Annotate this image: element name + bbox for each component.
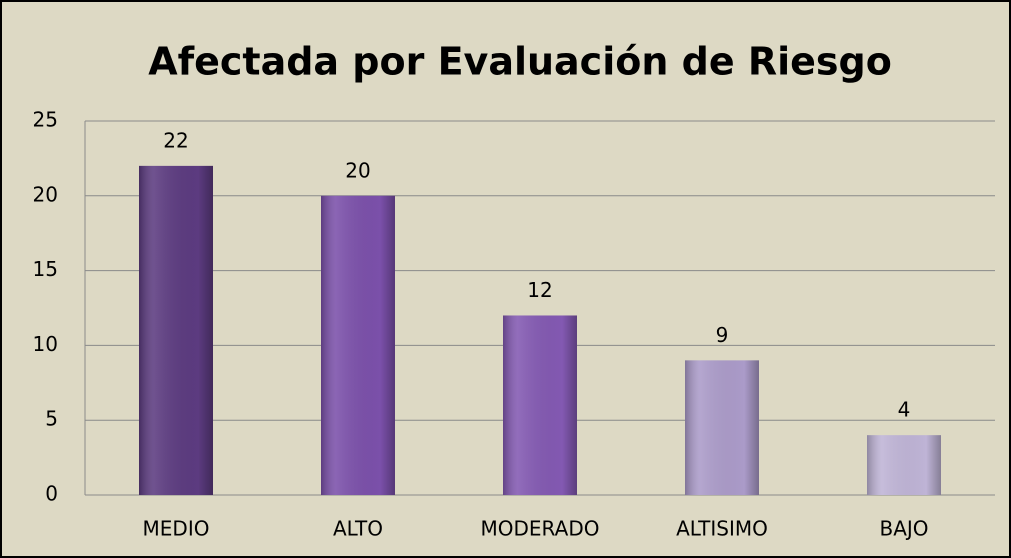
x-tick-label: BAJO <box>879 517 928 541</box>
x-tick-label: MODERADO <box>481 517 600 541</box>
y-tick-label: 5 <box>45 407 58 431</box>
y-tick-label: 10 <box>33 332 58 356</box>
chart-title: Afectada por Evaluación de Riesgo <box>148 40 892 84</box>
data-label: 9 <box>716 323 729 347</box>
data-label: 4 <box>898 398 911 422</box>
x-tick-label: MEDIO <box>143 517 210 541</box>
bar-shading <box>139 165 213 495</box>
bar-shading <box>321 195 395 496</box>
y-tick-label: 25 <box>33 108 58 132</box>
data-label: 12 <box>527 278 552 302</box>
data-label: 22 <box>163 128 188 152</box>
x-tick-label: ALTISIMO <box>676 517 768 541</box>
bar-shading <box>867 435 941 495</box>
y-tick-label: 0 <box>45 482 58 506</box>
y-tick-label: 20 <box>33 182 58 206</box>
data-label: 20 <box>345 158 370 182</box>
y-tick-label: 15 <box>33 257 58 281</box>
bar-shading <box>503 315 577 495</box>
x-tick-label: ALTO <box>333 517 383 541</box>
bar-shading <box>685 360 759 495</box>
